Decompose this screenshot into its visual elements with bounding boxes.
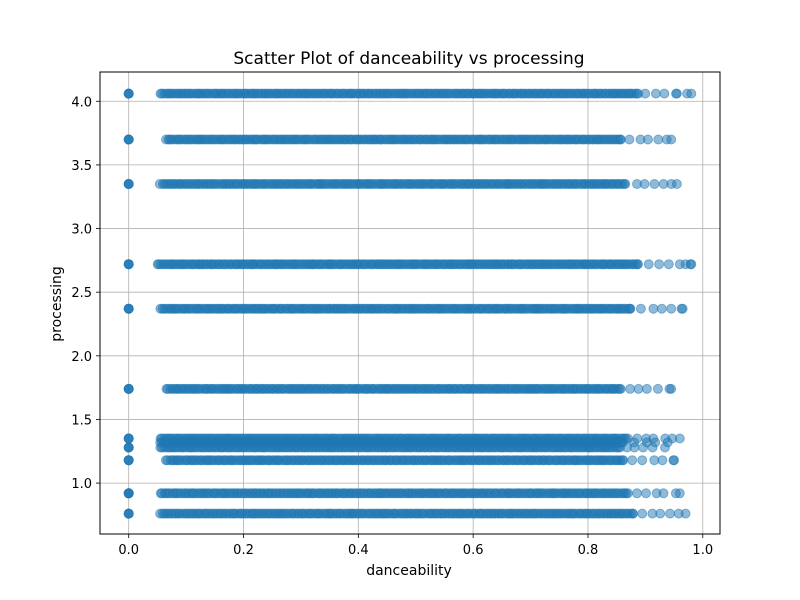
x-tick-label: 1.0 — [692, 543, 713, 558]
data-point — [632, 259, 643, 270]
data-point — [640, 88, 651, 99]
y-tick-label: 1.0 — [71, 477, 92, 492]
data-point — [649, 179, 660, 189]
x-tick-label: 0.8 — [578, 543, 599, 558]
data-point — [624, 134, 635, 145]
data-point — [657, 455, 668, 466]
data-point — [674, 488, 685, 499]
data-point — [123, 303, 134, 314]
y-tick-label: 3.0 — [71, 223, 92, 238]
data-point — [638, 442, 649, 453]
data-point — [628, 508, 638, 519]
data-point — [663, 259, 674, 270]
data-point — [625, 303, 636, 314]
data-point — [653, 134, 664, 145]
data-point — [686, 259, 697, 270]
data-point — [618, 455, 629, 466]
data-point — [677, 303, 688, 314]
data-point — [686, 88, 697, 99]
data-point — [639, 179, 650, 189]
data-point — [635, 303, 646, 314]
data-point — [637, 455, 648, 466]
data-point — [123, 508, 134, 519]
y-tick-label: 3.5 — [71, 159, 92, 174]
x-tick-label: 0.4 — [348, 543, 369, 558]
data-point — [615, 383, 626, 394]
data-point — [680, 508, 691, 519]
data-point — [658, 488, 669, 499]
data-point — [652, 383, 663, 394]
data-points — [123, 88, 697, 519]
data-point — [625, 383, 636, 394]
x-axis-label: danceability — [366, 563, 452, 579]
data-point — [655, 508, 666, 519]
data-point — [654, 259, 665, 270]
y-tick-label: 2.0 — [71, 350, 92, 365]
data-point — [620, 179, 631, 189]
data-point — [633, 383, 644, 394]
data-point — [641, 383, 652, 394]
data-point — [627, 455, 638, 466]
x-tick-label: 0.6 — [463, 543, 484, 558]
y-tick-label: 2.5 — [71, 286, 92, 301]
data-point — [665, 508, 675, 519]
data-point — [637, 508, 648, 519]
x-tick-label: 0.2 — [233, 543, 254, 558]
data-point — [123, 488, 134, 499]
data-point — [671, 179, 682, 189]
chart-title: Scatter Plot of danceability vs processi… — [233, 49, 584, 69]
data-point — [643, 259, 654, 270]
data-point — [622, 488, 633, 499]
data-point — [669, 455, 680, 466]
data-point — [650, 88, 661, 99]
data-point — [656, 303, 667, 314]
data-point — [648, 303, 659, 314]
data-point — [123, 383, 134, 394]
data-point — [123, 442, 134, 453]
data-point — [615, 134, 626, 145]
data-point — [674, 433, 685, 444]
data-point — [660, 442, 670, 453]
y-tick-label: 4.0 — [71, 95, 92, 110]
data-point — [123, 134, 134, 145]
data-point — [666, 303, 677, 314]
data-point — [123, 433, 134, 444]
data-point — [643, 134, 653, 145]
y-axis-label: processing — [49, 266, 65, 341]
data-point — [629, 442, 640, 453]
data-point — [666, 134, 677, 145]
data-point — [641, 488, 651, 499]
data-point — [671, 88, 682, 99]
x-tick-label: 0.0 — [118, 543, 139, 558]
data-point — [632, 488, 642, 499]
data-point — [123, 259, 134, 270]
data-point — [647, 442, 658, 453]
grid — [100, 72, 720, 534]
data-point — [659, 88, 670, 99]
data-point — [666, 383, 677, 394]
y-tick-label: 1.5 — [71, 413, 92, 428]
data-point — [123, 455, 134, 466]
data-point — [123, 179, 134, 189]
data-point — [123, 88, 134, 99]
